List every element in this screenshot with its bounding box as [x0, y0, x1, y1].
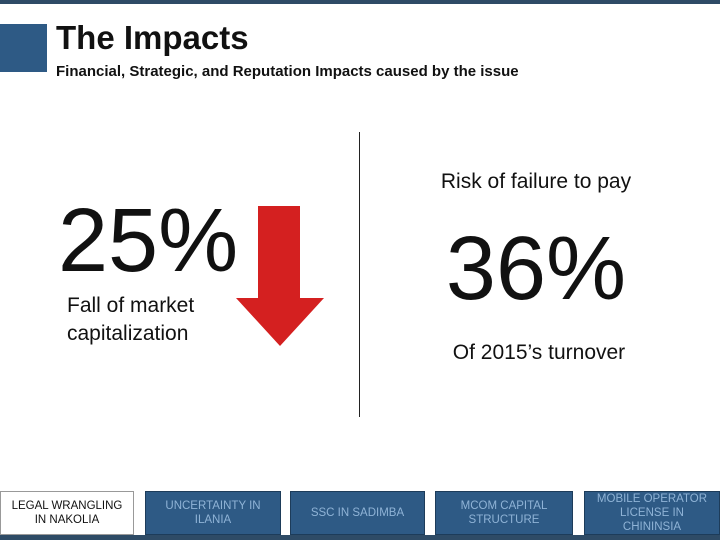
- tab-uncertainty-ilania[interactable]: UNCERTAINTY IN ILANIA: [145, 491, 281, 535]
- turnover-stat-label: Of 2015’s turnover: [452, 341, 626, 364]
- market-cap-stat-value: 25%: [58, 191, 239, 291]
- tab-legal-wrangling[interactable]: LEGAL WRANGLING IN NAKOLIA: [0, 491, 134, 535]
- tab-ssc-sadimba[interactable]: SSC IN SADIMBA: [290, 491, 425, 535]
- payment-risk-stat-value: 36%: [445, 219, 627, 319]
- top-rule: [0, 0, 720, 4]
- tab-mobile-operator-license[interactable]: MOBILE OPERATOR LICENSE IN CHININSIA: [584, 491, 720, 535]
- market-cap-stat-label: Fall of market capitalization: [67, 294, 195, 345]
- page-subtitle: Financial, Strategic, and Reputation Imp…: [56, 63, 519, 80]
- down-arrow-icon: [236, 206, 324, 346]
- bottom-rule: [0, 535, 720, 540]
- page-title: The Impacts: [56, 19, 249, 56]
- tab-mcom-capital[interactable]: MCOM CAPITAL STRUCTURE: [435, 491, 573, 535]
- title-accent-block: [0, 24, 47, 72]
- bottom-tab-bar: LEGAL WRANGLING IN NAKOLIA UNCERTAINTY I…: [0, 491, 720, 540]
- payment-risk-label: Risk of failure to pay: [440, 170, 632, 193]
- vertical-divider: [359, 132, 360, 417]
